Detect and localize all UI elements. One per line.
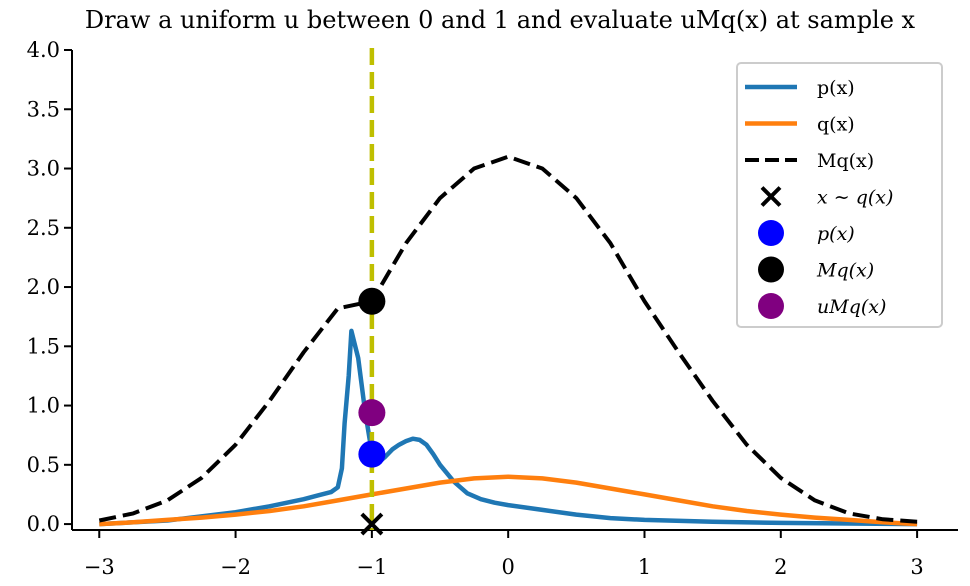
legend-swatch — [758, 293, 784, 319]
point-marker-2 — [358, 440, 386, 468]
legend-label: q(x) — [817, 114, 855, 136]
legend-label: p(x) — [817, 223, 855, 245]
x-tick-label: 2 — [774, 555, 787, 579]
legend-swatch — [760, 186, 782, 207]
x-tick-label: −1 — [356, 555, 387, 579]
legend-box — [736, 62, 943, 328]
sample-x-marker — [360, 512, 384, 536]
series-line-3 — [98, 154, 918, 524]
y-tick-label: 3.5 — [27, 97, 60, 121]
axes: −3 −2 −1 0 1 2 3 0.0 0.5 1.0 1.5 2.0 2.5 3.0 3.5 4.0 — [27, 38, 958, 579]
legend-swatch — [758, 256, 784, 283]
series-line-2 — [99, 474, 918, 527]
legend-label: uMq(x) — [817, 296, 886, 318]
y-tick-label: 3.0 — [27, 157, 60, 181]
legend-label: Mq(x) — [817, 150, 874, 172]
plot-area — [98, 48, 918, 536]
legend: p(x) q(x) Mq(x) x ∼ q(x) p(x) Mq(x) uMq(x) — [736, 62, 943, 328]
chart-title: Draw a uniform u between 0 and 1 and eva… — [85, 6, 916, 34]
legend-label: Mq(x) — [816, 260, 874, 282]
x-tick-label: 1 — [638, 555, 651, 579]
legend-label: x ∼ q(x) — [817, 187, 893, 209]
point-marker-4 — [358, 399, 386, 427]
point-marker-3 — [358, 287, 386, 315]
x-tick-label: 3 — [910, 555, 923, 579]
x-tick-label: −3 — [84, 555, 115, 579]
y-tick-label: 1.5 — [27, 334, 60, 358]
y-tick-label: 4.0 — [27, 38, 60, 62]
y-tick-label: 2.5 — [27, 216, 60, 240]
x-tick-label: −2 — [220, 555, 251, 579]
y-tick-label: 2.0 — [27, 275, 60, 299]
legend-swatch — [758, 220, 784, 246]
y-tick-label: 0.5 — [27, 453, 60, 477]
legend-label: p(x) — [817, 77, 855, 99]
x-tick-label: 0 — [501, 555, 514, 579]
y-tick-label: 0.0 — [27, 512, 60, 536]
series-line-1 — [99, 328, 918, 527]
y-tick-label: 1.0 — [27, 394, 60, 418]
